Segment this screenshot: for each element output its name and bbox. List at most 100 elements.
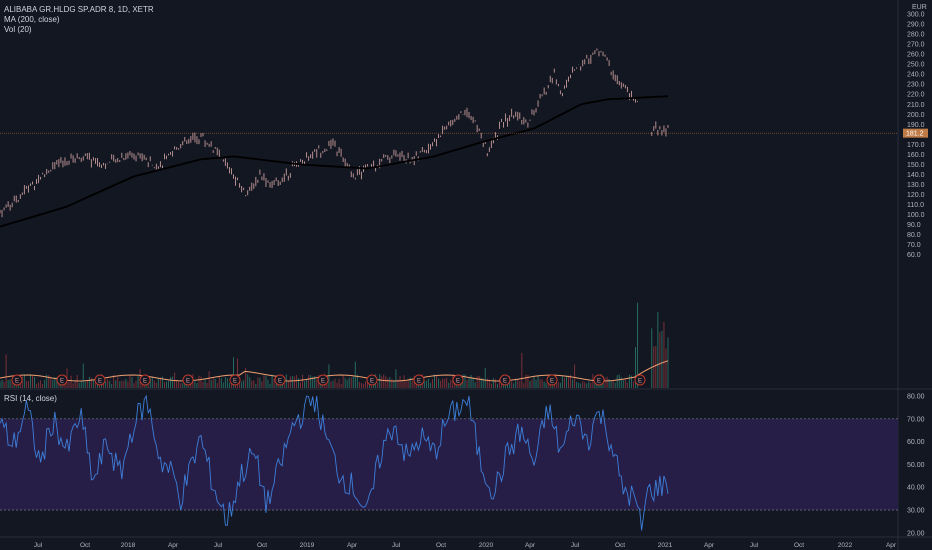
time-tick-label: Oct xyxy=(257,542,267,549)
earnings-marker-letter: E xyxy=(456,379,460,385)
rsi-band xyxy=(0,418,898,511)
price-tick-label: 160.0 xyxy=(907,152,925,159)
earnings-marker-letter: E xyxy=(321,379,325,385)
time-tick-label: 2019 xyxy=(300,542,315,549)
rsi-tick-label: 20.00 xyxy=(907,530,925,537)
price-tick-label: 120.0 xyxy=(907,192,925,199)
price-tick-label: 170.0 xyxy=(907,142,925,149)
price-tick-label: 250.0 xyxy=(907,62,925,69)
earnings-marker-letter: E xyxy=(15,379,19,385)
price-tick-label: 110.0 xyxy=(907,202,924,209)
price-tick-label: 290.0 xyxy=(907,22,925,29)
earnings-marker-letter: E xyxy=(98,379,102,385)
time-tick-label: Apr xyxy=(704,542,715,549)
earnings-marker-letter: E xyxy=(186,379,190,385)
earnings-marker xyxy=(274,374,286,386)
time-tick-label: Apr xyxy=(886,542,897,549)
rsi-tick-label: 80.00 xyxy=(907,394,925,401)
earnings-marker-letter: E xyxy=(278,379,282,385)
earnings-marker xyxy=(139,374,151,386)
earnings-marker-letter: E xyxy=(60,379,64,385)
earnings-marker xyxy=(56,374,68,386)
currency-label: EUR xyxy=(912,4,927,11)
price-tick-label: 220.0 xyxy=(907,92,925,99)
rsi-tick-label: 30.00 xyxy=(907,508,925,515)
price-tick-label: 190.0 xyxy=(907,122,925,129)
time-tick-label: 2018 xyxy=(121,542,136,549)
earnings-marker-letter: E xyxy=(233,379,237,385)
time-axis[interactable]: Jul Oct 2018 Apr Jul Oct 2019 Apr Jul Oct 2020 Apr J… xyxy=(34,542,897,549)
rsi-line xyxy=(0,394,669,531)
time-tick-label: 2021 xyxy=(658,542,673,549)
earnings-marker xyxy=(593,374,605,386)
volume-ma-line xyxy=(0,360,669,382)
earnings-marker xyxy=(182,374,194,386)
earnings-marker-letter: E xyxy=(503,379,507,385)
earnings-marker xyxy=(317,374,329,386)
earnings-marker xyxy=(366,374,378,386)
rsi-tick-label: 50.00 xyxy=(907,462,925,469)
time-tick-label: Jul xyxy=(34,542,43,549)
rsi-axis[interactable]: 20.00 30.00 40.00 50.00 60.00 70.00 80.00 xyxy=(907,394,925,538)
earnings-marker xyxy=(634,374,646,386)
time-tick-label: Apr xyxy=(525,542,536,549)
earnings-marker-letter: E xyxy=(550,379,554,385)
ma-legend[interactable]: MA (200, close) xyxy=(4,15,60,24)
price-tick-label: 100.0 xyxy=(907,212,925,219)
time-tick-label: Oct xyxy=(794,542,804,549)
price-tick-label: 210.0 xyxy=(907,102,925,109)
time-tick-label: Apr xyxy=(168,542,179,549)
earnings-marker xyxy=(499,374,511,386)
rsi-tick-label: 60.00 xyxy=(907,439,925,446)
earnings-marker-letter: E xyxy=(370,379,374,385)
time-tick-label: Oct xyxy=(80,542,90,549)
time-tick-label: 2022 xyxy=(838,542,853,549)
time-tick-label: Oct xyxy=(436,542,446,549)
rsi-tick-label: 70.00 xyxy=(907,416,925,423)
time-tick-label: Jul xyxy=(750,542,759,549)
rsi-band-fill xyxy=(0,418,898,510)
earnings-marker-letter: E xyxy=(597,379,601,385)
time-tick-label: 2020 xyxy=(479,542,494,549)
indicator-lines xyxy=(0,95,669,531)
volume-legend[interactable]: Vol (20) xyxy=(4,25,32,34)
price-candles xyxy=(0,48,669,218)
price-tick-label: 60.0 xyxy=(907,252,921,259)
last-price-label: 181.2 xyxy=(906,131,924,138)
earnings-marker xyxy=(546,374,558,386)
price-axis[interactable]: 60.0 70.0 80.0 90.0 100.0 110.0 120.0 130.0 140.… xyxy=(0,12,928,260)
earnings-marker xyxy=(452,374,464,386)
price-tick-label: 200.0 xyxy=(907,112,925,119)
price-tick-label: 300.0 xyxy=(907,12,925,19)
time-tick-label: Jul xyxy=(571,542,580,549)
price-tick-label: 270.0 xyxy=(907,42,925,49)
symbol-title[interactable]: ALIBABA GR.HLDG SP.ADR 8, 1D, XETR xyxy=(4,5,154,14)
time-tick-label: Jul xyxy=(392,542,401,549)
price-tick-label: 80.0 xyxy=(907,232,921,239)
earnings-marker xyxy=(413,374,425,386)
price-tick-label: 260.0 xyxy=(907,52,925,59)
price-tick-label: 90.0 xyxy=(907,222,921,229)
time-tick-label: Apr xyxy=(347,542,358,549)
last-price-tag xyxy=(903,128,928,138)
earnings-marker-letter: E xyxy=(143,379,147,385)
price-tick-label: 130.0 xyxy=(907,182,925,189)
ma-200-line xyxy=(0,95,669,228)
earnings-marker xyxy=(229,374,241,386)
price-tick-label: 150.0 xyxy=(907,162,925,169)
rsi-legend[interactable]: RSI (14, close) xyxy=(4,394,57,403)
earnings-marker xyxy=(94,374,106,386)
price-tick-label: 230.0 xyxy=(907,82,925,89)
earnings-marker-letter: E xyxy=(417,379,421,385)
time-tick-label: Oct xyxy=(615,542,625,549)
rsi-tick-label: 40.00 xyxy=(907,485,925,492)
price-tick-label: 240.0 xyxy=(907,72,925,79)
price-tick-label: 140.0 xyxy=(907,172,925,179)
price-tick-label: 280.0 xyxy=(907,32,925,39)
earnings-marker-letter: E xyxy=(638,379,642,385)
price-tick-label: 70.0 xyxy=(907,242,921,249)
time-tick-label: Jul xyxy=(214,542,223,549)
earnings-marker xyxy=(11,374,23,386)
